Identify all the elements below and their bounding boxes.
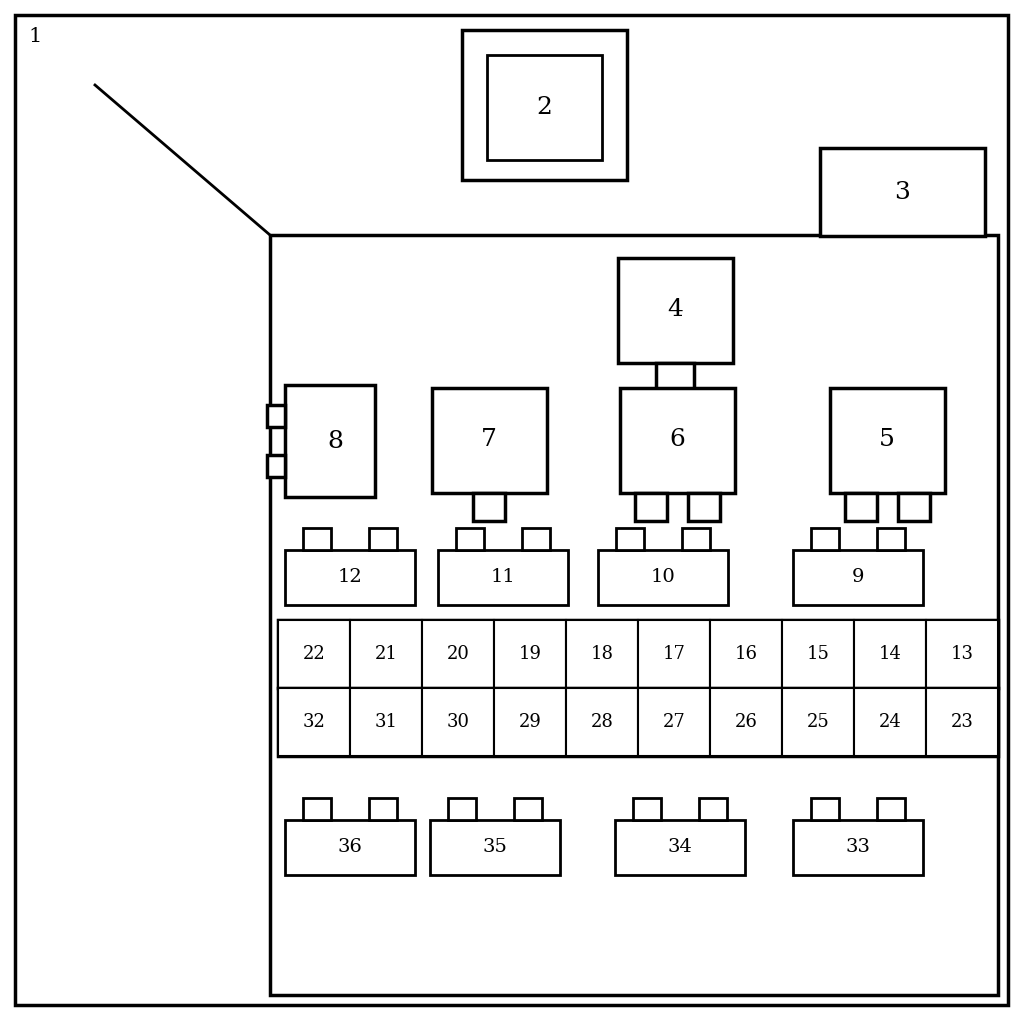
Bar	[278, 688, 350, 756]
Text: 32: 32	[302, 713, 326, 731]
Text: 5: 5	[879, 429, 895, 452]
Text: 17: 17	[663, 645, 685, 663]
Text: 1: 1	[28, 27, 41, 46]
Bar	[620, 388, 735, 493]
Text: 21: 21	[375, 645, 397, 663]
Bar	[278, 620, 350, 688]
Bar	[422, 620, 494, 688]
Bar	[303, 528, 331, 550]
Bar	[845, 493, 877, 521]
Bar	[615, 821, 745, 875]
Bar	[350, 620, 422, 688]
Text: 28: 28	[591, 713, 613, 731]
Text: 2: 2	[536, 96, 552, 118]
Bar	[494, 620, 566, 688]
Text: 16: 16	[734, 645, 758, 663]
Bar	[635, 493, 667, 521]
Bar	[854, 620, 926, 688]
Bar	[782, 688, 854, 756]
Text: 20: 20	[446, 645, 469, 663]
Bar	[566, 620, 638, 688]
Bar	[598, 550, 728, 605]
Text: 3: 3	[894, 180, 910, 204]
Bar	[462, 30, 627, 180]
Text: 7: 7	[481, 429, 497, 452]
Bar	[633, 798, 662, 821]
Bar	[830, 388, 945, 493]
Bar	[267, 405, 285, 427]
Bar	[285, 385, 375, 497]
Bar	[422, 688, 494, 756]
Bar	[267, 455, 285, 477]
Bar	[898, 493, 930, 521]
Bar	[699, 798, 727, 821]
Bar	[278, 688, 998, 756]
Text: 36: 36	[338, 838, 362, 856]
Bar	[877, 528, 905, 550]
Bar	[682, 528, 710, 550]
Bar	[811, 528, 839, 550]
Bar	[877, 798, 905, 821]
Bar	[616, 528, 644, 550]
Text: 27: 27	[663, 713, 685, 731]
Text: 6: 6	[669, 429, 685, 452]
Text: 23: 23	[950, 713, 974, 731]
Bar	[487, 55, 602, 160]
Bar	[430, 821, 560, 875]
Bar	[638, 620, 710, 688]
Text: 4: 4	[667, 298, 683, 322]
Bar	[473, 493, 505, 521]
Text: 22: 22	[303, 645, 326, 663]
Text: 31: 31	[375, 713, 397, 731]
Text: 30: 30	[446, 713, 469, 731]
Bar	[350, 688, 422, 756]
Bar	[369, 528, 397, 550]
Text: 26: 26	[734, 713, 758, 731]
Bar	[285, 550, 415, 605]
Text: 19: 19	[518, 645, 542, 663]
Bar	[438, 550, 568, 605]
Text: 35: 35	[482, 838, 508, 856]
Text: 10: 10	[650, 568, 676, 586]
Bar	[793, 821, 923, 875]
Bar	[285, 821, 415, 875]
Bar	[656, 363, 694, 393]
Bar	[566, 688, 638, 756]
Bar	[270, 235, 998, 995]
Text: 13: 13	[950, 645, 974, 663]
Bar	[854, 688, 926, 756]
Bar	[278, 620, 998, 688]
Bar	[793, 550, 923, 605]
Bar	[522, 528, 550, 550]
Text: 14: 14	[879, 645, 901, 663]
Bar	[494, 688, 566, 756]
Bar	[926, 620, 998, 688]
Bar	[432, 388, 547, 493]
Text: 9: 9	[852, 568, 864, 586]
Text: 8: 8	[327, 430, 343, 452]
Text: 33: 33	[846, 838, 870, 856]
Text: 15: 15	[807, 645, 829, 663]
Text: 24: 24	[879, 713, 901, 731]
Bar	[618, 258, 733, 363]
Bar	[710, 688, 782, 756]
Bar	[369, 798, 397, 821]
Text: 12: 12	[338, 568, 362, 586]
Bar	[514, 798, 542, 821]
Bar	[456, 528, 484, 550]
Bar	[688, 493, 720, 521]
Bar	[638, 688, 710, 756]
Bar	[449, 798, 476, 821]
Text: 34: 34	[668, 838, 692, 856]
Bar	[303, 798, 331, 821]
Text: 25: 25	[807, 713, 829, 731]
Bar	[710, 620, 782, 688]
Text: 11: 11	[490, 568, 515, 586]
Text: 29: 29	[518, 713, 542, 731]
Bar	[820, 148, 985, 236]
Text: 18: 18	[591, 645, 613, 663]
Bar	[926, 688, 998, 756]
Bar	[811, 798, 839, 821]
Bar	[782, 620, 854, 688]
